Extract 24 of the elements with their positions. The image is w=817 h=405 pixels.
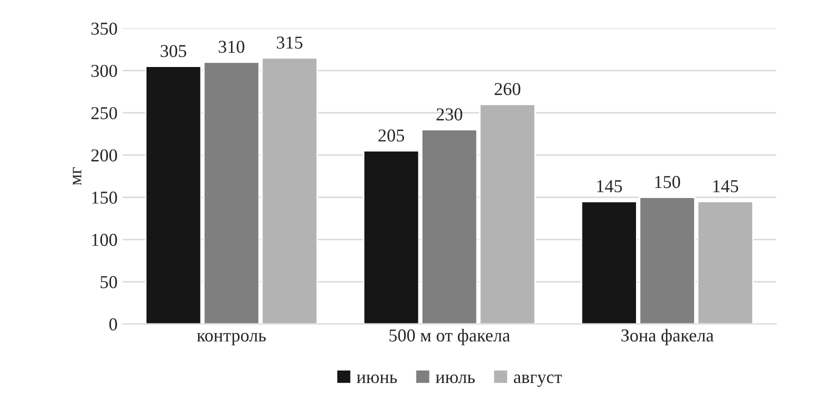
data-label: 315 <box>276 36 302 49</box>
data-label: 205 <box>378 129 404 142</box>
data-label: 260 <box>494 82 520 96</box>
x-tick-label: Зона факела <box>621 328 714 346</box>
y-tick-label: 100 <box>92 234 117 246</box>
x-tick-label: 500 м от факела <box>390 328 510 346</box>
legend-label: август <box>514 374 562 387</box>
data-label: 305 <box>160 44 186 58</box>
data-label: 145 <box>713 180 738 192</box>
y-tick-label: 250 <box>91 107 117 120</box>
y-tick-label: 150 <box>92 192 117 204</box>
data-label: 145 <box>597 180 622 192</box>
y-tick-label: 200 <box>91 149 117 162</box>
y-tick-label: 350 <box>91 22 117 35</box>
y-tick-label: 0 <box>109 318 117 330</box>
y-tick-label: 300 <box>91 64 117 78</box>
x-tick-label: контроль <box>196 332 266 346</box>
data-label: 150 <box>655 176 680 188</box>
legend-label: июль <box>436 374 475 384</box>
data-label: 310 <box>218 40 244 53</box>
y-axis-title: мг <box>72 167 82 186</box>
y-tick-label: 50 <box>100 276 117 288</box>
data-label: 230 <box>436 108 462 120</box>
legend-label: июнь <box>356 374 397 384</box>
